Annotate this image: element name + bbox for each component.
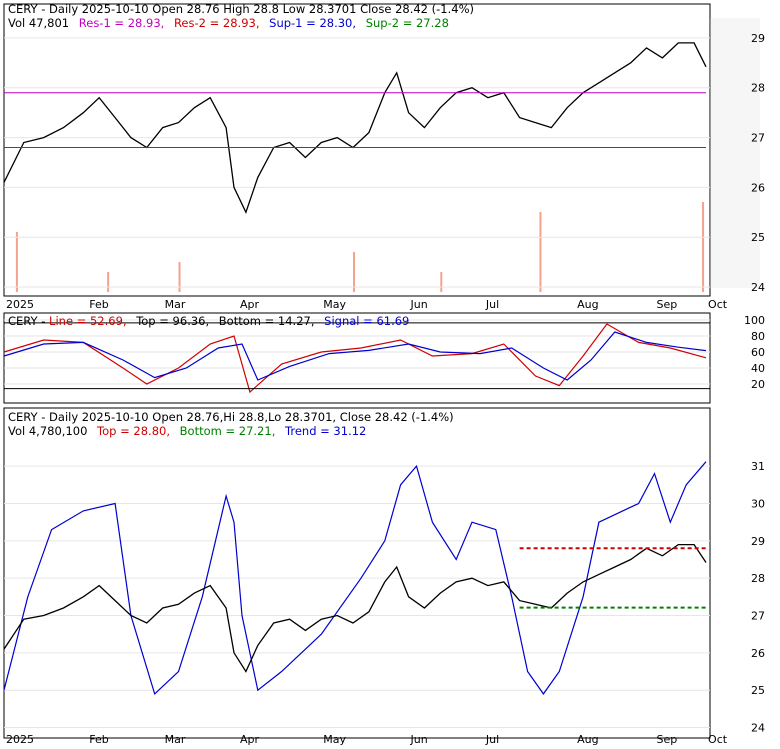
- y-tick-label: 30: [751, 497, 765, 510]
- x-month-label: Mar: [165, 298, 186, 311]
- y-tick-label: 25: [751, 684, 765, 697]
- trend-header-vol: Vol 4,780,100: [8, 424, 87, 438]
- price-header-res2: Res-2 = 28.93,: [174, 16, 260, 30]
- volume-bar: [178, 262, 181, 292]
- volume-bar: [15, 232, 18, 292]
- price-panel: 24 25 26 27 28 29 2025 Feb Mar Apr May Jun Jul Aug Se…: [3, 2, 765, 311]
- y-tick-label: 29: [751, 535, 765, 548]
- y-tick-label: 24: [751, 722, 765, 735]
- x-month-label: 2025: [6, 733, 34, 745]
- volume-bar: [702, 202, 705, 292]
- y-tick-label: 28: [751, 82, 765, 95]
- trend-y-tick-labels: 24 25 26 27 28 29 30 31: [751, 460, 765, 734]
- trend-line: [3, 461, 707, 695]
- oscillator-y-tick-labels: 20 40 60 80 100: [744, 314, 765, 391]
- close-price-line: [3, 42, 707, 215]
- trend-x-month-labels: 2025 Feb Mar Apr May Jun Jul Aug Sep Oct: [6, 733, 728, 746]
- y-tick-label: 27: [751, 610, 765, 623]
- trend-panel-close-line: [3, 543, 707, 673]
- price-series-lines: [3, 42, 707, 215]
- x-month-label: Oct: [708, 733, 728, 745]
- osc-header-signal: Signal = 61.69: [324, 314, 409, 328]
- y-tick-label: 28: [751, 572, 765, 585]
- osc-header-bottom: Bottom = 14.27,: [219, 314, 315, 328]
- x-month-label: Oct: [708, 298, 728, 311]
- price-panel-frame: [3, 3, 711, 297]
- price-y-tick-labels: 24 25 26 27 28 29: [751, 32, 765, 294]
- x-month-label: Aug: [577, 298, 598, 311]
- y-tick-label: 20: [751, 378, 765, 391]
- trend-panel: 24 25 26 27 28 29 30 31 2025 Feb Mar Apr May Jun Jul A…: [3, 407, 765, 746]
- y-tick-label: 80: [751, 330, 765, 343]
- price-x-month-labels: 2025 Feb Mar Apr May Jun Jul Aug Sep Oct: [6, 298, 728, 311]
- price-header-sup2: Sup-2 = 27.28: [366, 16, 449, 30]
- price-header-vol: Vol 47,801: [8, 16, 69, 30]
- trend-header-line1: CERY - Daily 2025-10-10 Open 28.76,Hi 28…: [8, 410, 454, 424]
- x-month-label: May: [323, 298, 346, 311]
- price-gridlines: [4, 37, 710, 288]
- price-header-line2: Vol 47,801 Res-1 = 28.93, Res-2 = 28.93,…: [8, 16, 449, 30]
- volume-bar: [107, 272, 110, 292]
- x-month-label: Sep: [656, 733, 677, 745]
- y-tick-label: 26: [751, 181, 765, 194]
- x-month-label: Jun: [410, 298, 428, 311]
- trend-header-trend: Trend = 31.12: [284, 424, 366, 438]
- osc-header-line: Line = 52.69,: [49, 314, 127, 328]
- y-tick-label: 25: [751, 231, 765, 244]
- trend-series-lines: [3, 461, 707, 695]
- volume-bar: [539, 212, 542, 292]
- x-month-label: Aug: [577, 733, 598, 745]
- price-header-line1: CERY - Daily 2025-10-10 Open 28.76 High …: [8, 2, 474, 16]
- trend-header-bottom: Bottom = 27.21,: [180, 424, 276, 438]
- trend-gridlines: [4, 465, 710, 729]
- oscillator-header: CERY - Line = 52.69, Top = 96.36, Bottom…: [8, 314, 409, 328]
- y-tick-label: 31: [751, 460, 765, 473]
- volume-profile: [710, 18, 760, 288]
- x-month-label: Apr: [240, 733, 260, 745]
- y-tick-label: 40: [751, 362, 765, 375]
- volume-bar: [353, 252, 356, 292]
- x-month-label: Jun: [410, 733, 428, 745]
- x-month-label: May: [323, 733, 346, 745]
- x-month-label: Feb: [89, 298, 108, 311]
- trend-header-line2: Vol 4,780,100 Top = 28.80, Bottom = 27.2…: [8, 424, 366, 438]
- x-month-label: Jul: [485, 733, 499, 745]
- x-month-label: 2025: [6, 298, 34, 311]
- y-tick-label: 29: [751, 32, 765, 45]
- price-header-res1: Res-1 = 28.93,: [79, 16, 165, 30]
- y-tick-label: 26: [751, 647, 765, 660]
- price-header-sup1: Sup-1 = 28.30,: [269, 16, 356, 30]
- oscillator-gridlines: [4, 319, 710, 385]
- volume-bar: [440, 272, 443, 292]
- osc-header-top: Top = 96.36,: [135, 314, 209, 328]
- oscillator-panel: 20 40 60 80 100 CERY - Line = 52.69, Top = 9…: [3, 312, 765, 404]
- trend-panel-frame: [3, 407, 711, 739]
- x-month-label: Mar: [165, 733, 186, 745]
- x-month-label: Feb: [89, 733, 108, 745]
- x-month-label: Sep: [656, 298, 677, 311]
- trend-header-top: Top = 28.80,: [96, 424, 170, 438]
- y-tick-label: 27: [751, 132, 765, 145]
- y-tick-label: 60: [751, 346, 765, 359]
- oscillator-series-lines: [3, 322, 710, 394]
- x-month-label: Apr: [240, 298, 260, 311]
- oscillator-signal-line: [3, 331, 707, 381]
- y-tick-label: 100: [744, 314, 765, 327]
- osc-header-prefix: CERY -: [8, 314, 49, 328]
- x-month-label: Jul: [485, 298, 499, 311]
- y-tick-label: 24: [751, 281, 765, 294]
- volume-bars: [15, 202, 705, 292]
- oscillator-line-line: [3, 323, 707, 394]
